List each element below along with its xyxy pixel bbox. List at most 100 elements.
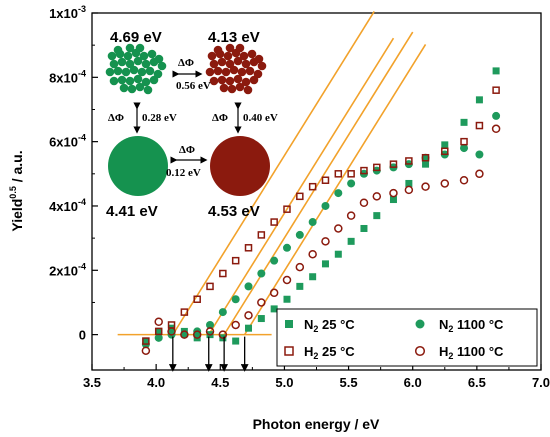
data-point-n2-1100 <box>231 295 240 304</box>
data-point-n2-25 <box>283 295 291 303</box>
fit-line <box>172 11 375 336</box>
nanoparticle-red <box>205 67 215 77</box>
nanoparticle-red <box>223 51 233 61</box>
data-point-n2-1100 <box>460 144 469 153</box>
x-tick-label: 6.0 <box>404 375 422 390</box>
data-point-h2-1100 <box>244 311 253 320</box>
data-point-h2-25 <box>373 163 381 172</box>
data-point-n2-25 <box>232 337 240 345</box>
nanoparticle-green <box>133 74 143 84</box>
legend-box <box>276 308 538 367</box>
data-point-h2-25 <box>142 337 150 345</box>
bulk-particle-red <box>210 136 270 196</box>
x-tick-label: 5.5 <box>340 375 358 390</box>
y-axis-title-tail: / a.u. <box>9 150 25 186</box>
nanoparticle-green <box>105 67 115 77</box>
data-point-n2-25 <box>257 315 265 323</box>
x-tick-label: 5.0 <box>275 375 293 390</box>
nanoparticle-green <box>109 59 119 69</box>
nanoparticle-red <box>235 43 245 53</box>
nanoparticle-green <box>107 51 117 61</box>
y-axis: 0 2x10-4 4x10-4 6x10-4 8x10-4 1x10-3 <box>49 4 98 343</box>
nanoparticle-red <box>233 56 243 66</box>
y-tick-label: 8x10-4 <box>49 68 86 85</box>
threshold-arrows <box>168 336 249 372</box>
series-group <box>141 67 501 355</box>
nanoparticle-green <box>117 75 127 85</box>
nanoparticle-cluster-red <box>205 43 267 95</box>
nanoparticle-cluster-green <box>105 43 167 95</box>
dphi-symbol-right: ΔΦ <box>212 112 228 124</box>
legend-marker-n2-1100 <box>415 319 425 329</box>
data-point-h2-25 <box>180 308 189 316</box>
data-point-n2-25 <box>389 196 397 204</box>
nanoparticle-red <box>245 66 255 76</box>
data-point-h2-1100 <box>308 249 317 259</box>
nanoparticle-red <box>225 76 235 86</box>
dphi-symbol-left: ΔΦ <box>108 112 124 124</box>
data-point-h2-25 <box>389 160 398 168</box>
data-point-n2-25 <box>422 160 430 168</box>
data-point-n2-1100 <box>244 282 253 291</box>
fit-line <box>243 43 427 336</box>
nanoparticle-red <box>243 85 253 95</box>
data-point-n2-1100 <box>218 308 227 317</box>
nanoparticle-green <box>125 43 135 53</box>
data-point-h2-25 <box>283 205 291 213</box>
data-point-n2-1100 <box>308 218 317 227</box>
nanoparticle-green <box>133 56 143 66</box>
nanoparticle-green <box>123 51 133 61</box>
data-point-h2-1100 <box>491 124 501 134</box>
nanoparticle-green <box>139 51 149 61</box>
data-point-h2-1100 <box>321 237 330 246</box>
data-point-n2-1100 <box>257 269 266 278</box>
data-point-n2-1100 <box>475 150 484 159</box>
legend: N2 25 °C N2 1100 °C H2 25 °C H2 1100 °C <box>276 308 538 367</box>
data-point-h2-1100 <box>192 330 202 339</box>
data-point-h2-1100 <box>269 288 279 298</box>
nanoparticle-red <box>225 43 235 53</box>
data-point-h2-1100 <box>389 188 398 198</box>
nanoparticle-green <box>113 45 123 55</box>
data-point-h2-25 <box>347 170 355 178</box>
nanoparticle-red <box>239 51 249 61</box>
data-point-h2-1100 <box>346 211 356 220</box>
data-point-h2-1100 <box>154 317 163 327</box>
nanoparticle-red <box>209 76 219 86</box>
fit-line <box>223 31 414 336</box>
data-point-n2-1100 <box>347 179 356 188</box>
fit-lines <box>172 11 427 336</box>
nanoparticle-red <box>237 67 247 77</box>
nanoparticle-green <box>129 65 139 75</box>
data-point-n2-1100 <box>492 111 501 120</box>
nanoparticle-green <box>119 83 129 93</box>
nanoparticle-green <box>145 66 155 76</box>
nanoparticle-red <box>221 67 231 77</box>
data-point-h2-25 <box>334 170 343 178</box>
bulk-particle-green <box>108 136 168 196</box>
data-point-h2-25 <box>231 256 240 265</box>
data-point-h2-25 <box>421 153 430 162</box>
data-point-n2-1100 <box>270 256 279 265</box>
data-point-h2-25 <box>193 295 201 303</box>
data-point-h2-1100 <box>334 224 343 233</box>
data-point-h2-1100 <box>359 198 369 208</box>
nanoparticle-green <box>113 66 123 76</box>
dphi-value-left: 0.28 eV <box>142 112 177 124</box>
y-tick-label: 0 <box>79 328 86 343</box>
data-point-n2-1100 <box>334 189 343 198</box>
nanoparticle-green <box>117 57 127 67</box>
nanoparticle-red <box>227 84 237 94</box>
dphi-symbol-middle: ΔΦ <box>179 144 195 156</box>
nanoparticle-red <box>241 77 251 87</box>
nanoparticle-red <box>233 74 243 84</box>
nanoparticle-red <box>217 57 227 67</box>
x-axis: 3.5 4.0 4.5 5.0 5.5 6.0 6.5 7.0 <box>83 364 550 390</box>
data-point-h2-25 <box>308 182 317 191</box>
legend-label-h2-1100: H2 1100 °C <box>439 344 504 361</box>
nanoparticle-red <box>213 45 223 55</box>
nanoparticle-red <box>247 49 257 59</box>
data-point-h2-25 <box>206 282 214 291</box>
data-point-n2-1100 <box>206 320 215 329</box>
